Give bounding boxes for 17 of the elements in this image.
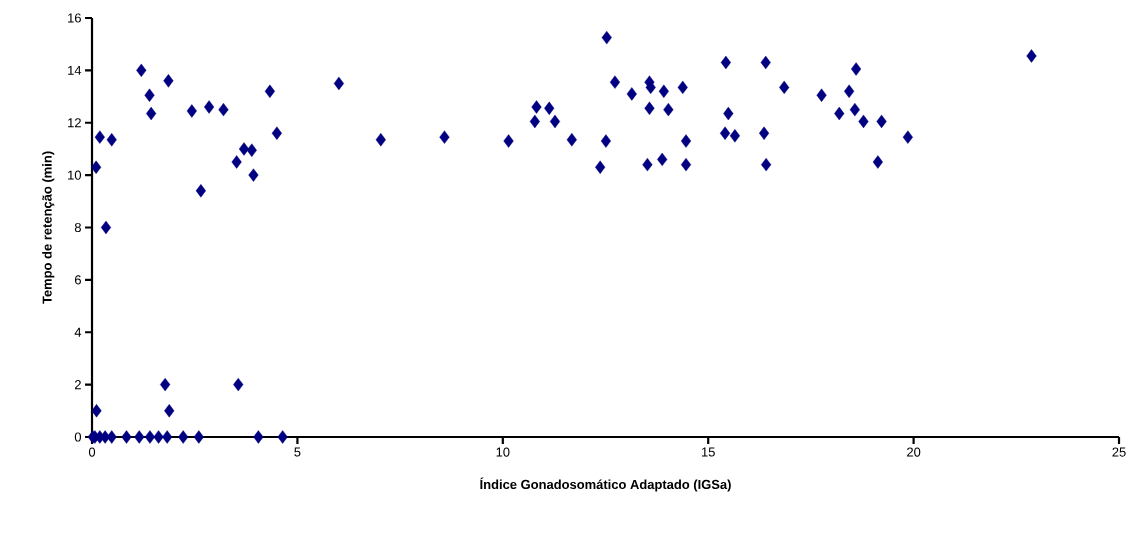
x-tick-label: 25 xyxy=(1112,447,1126,457)
x-tick-label: 5 xyxy=(294,447,301,457)
y-tick-label: 0 xyxy=(74,432,82,442)
y-tick-label: 16 xyxy=(68,13,81,23)
x-tick-label: 0 xyxy=(88,447,96,457)
x-tick-label: 15 xyxy=(701,447,715,457)
y-axis-title: Tempo de retenção (min) xyxy=(42,151,55,304)
y-tick-label: 6 xyxy=(74,275,81,285)
x-tick-label: 10 xyxy=(496,447,510,457)
x-axis-title: Índice Gonadosomático Adaptado (IGSa) xyxy=(480,477,731,492)
y-tick-label: 4 xyxy=(74,327,82,337)
y-tick-label: 12 xyxy=(68,118,81,128)
y-tick-label: 14 xyxy=(68,65,82,75)
y-tick-label: 10 xyxy=(68,170,82,180)
y-tick-label: 8 xyxy=(74,222,81,233)
y-tick-label: 2 xyxy=(74,380,81,390)
x-tick-label: 20 xyxy=(907,447,921,457)
